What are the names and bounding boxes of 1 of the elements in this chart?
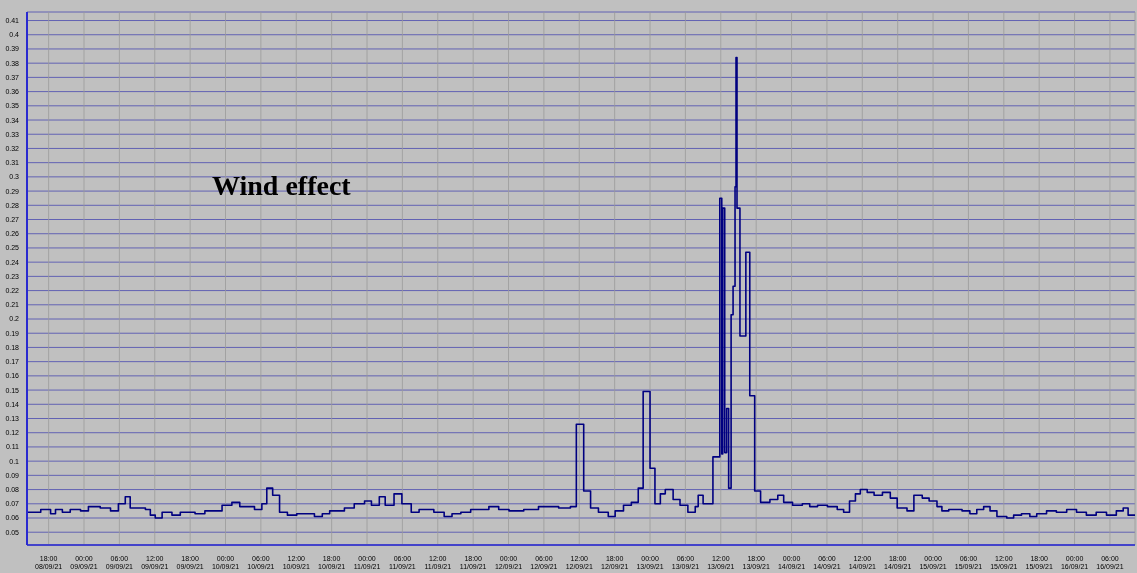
text: Wind effect xyxy=(212,170,351,202)
